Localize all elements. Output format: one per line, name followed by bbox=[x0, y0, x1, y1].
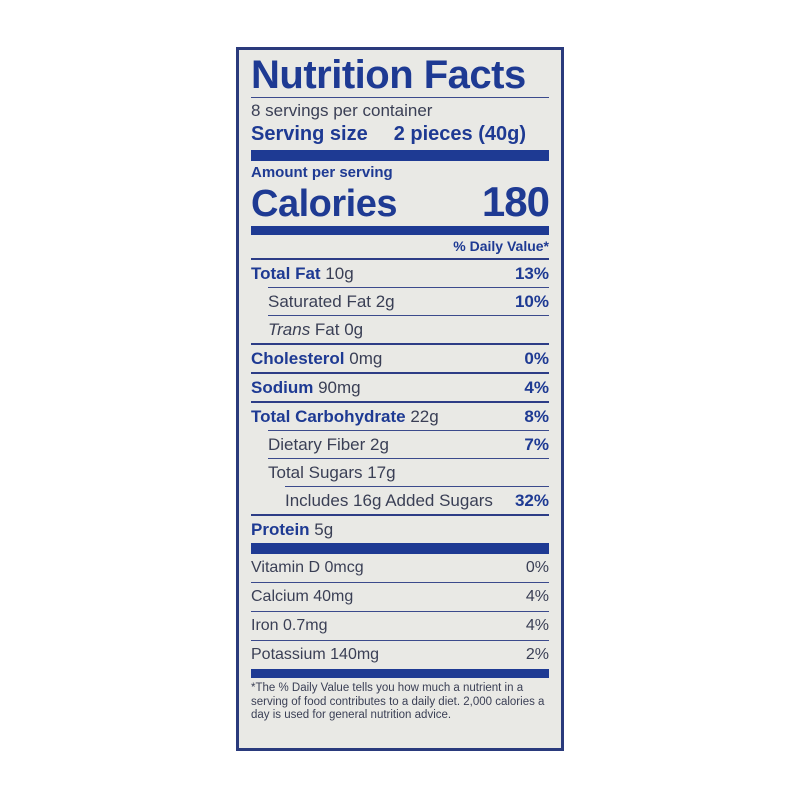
nutrient-percent-total-fat: 13% bbox=[514, 264, 549, 283]
daily-value-header: % Daily Value* bbox=[453, 238, 549, 254]
table-row: Calcium 40mg 4% bbox=[251, 583, 549, 611]
divider-row bbox=[268, 287, 549, 288]
table-row: Saturated Fat 2g 10% bbox=[251, 288, 549, 315]
table-row: Total Carbohydrate 22g 8% bbox=[251, 403, 549, 430]
nutrient-name-trans-fat: Trans Fat 0g bbox=[268, 319, 363, 340]
serving-size-amount: 2 pieces (40g) bbox=[393, 123, 527, 145]
nutrient-name-total-fat-bold: Total Fat bbox=[251, 264, 321, 283]
micronutrient-name-iron: Iron 0.7mg bbox=[251, 617, 328, 634]
nutrient-percent-dietary-fiber: 7% bbox=[524, 435, 549, 454]
nutrient-name-total-sugars: Total Sugars 17g bbox=[268, 463, 396, 482]
divider-row bbox=[251, 401, 549, 403]
page-title: Nutrition Facts bbox=[251, 53, 526, 97]
table-row: Iron 0.7mg 4% bbox=[251, 612, 549, 640]
daily-value-footnote: *The % Daily Value tells you how much a … bbox=[251, 682, 545, 721]
divider-row bbox=[251, 514, 549, 516]
nutrient-amount-total-fat: 10g bbox=[320, 264, 354, 283]
amount-per-serving-label: Amount per serving bbox=[251, 164, 393, 181]
nutrient-amount-trans-fat: Fat 0g bbox=[310, 320, 364, 339]
micronutrient-percent-iron: 4% bbox=[525, 617, 549, 634]
divider-row bbox=[251, 372, 549, 374]
divider-bar-footnote bbox=[251, 669, 549, 678]
nutrient-percent-sodium: 4% bbox=[524, 378, 549, 397]
micronutrient-percent-vitamin-d: 0% bbox=[525, 559, 549, 576]
micronutrient-name-potassium: Potassium 140mg bbox=[251, 646, 380, 663]
nutrition-facts-label: Nutrition Facts 8 servings per container… bbox=[236, 47, 564, 751]
nutrient-name-cholesterol-bold: Cholesterol bbox=[251, 349, 345, 368]
nutrient-name-total-fat: Total Fat 10g bbox=[251, 263, 354, 284]
nutrient-percent-total-carbohydrate: 8% bbox=[524, 407, 549, 426]
table-row: Potassium 140mg 2% bbox=[251, 641, 549, 669]
table-row: Total Fat 10g 13% bbox=[251, 260, 549, 287]
nutrient-name-total-carbohydrate: Total Carbohydrate 22g bbox=[251, 406, 439, 427]
table-row: Total Sugars 17g bbox=[251, 459, 549, 486]
nutrient-name-sodium: Sodium 90mg bbox=[251, 377, 361, 398]
calories-label: Calories bbox=[251, 183, 397, 225]
divider-row bbox=[251, 611, 549, 612]
nutrient-name-protein: Protein 5g bbox=[251, 519, 333, 540]
divider-bar-calories bbox=[251, 226, 549, 235]
calories-value: 180 bbox=[481, 178, 550, 225]
micronutrient-name-vitamin-d: Vitamin D 0mcg bbox=[251, 559, 364, 576]
nutrient-name-saturated-fat: Saturated Fat 2g bbox=[268, 292, 395, 311]
label-inner-content: Nutrition Facts 8 servings per container… bbox=[239, 50, 561, 748]
nutrient-amount-cholesterol: 0mg bbox=[344, 349, 383, 368]
nutrient-name-protein-bold: Protein bbox=[251, 520, 310, 539]
nutrient-name-sodium-bold: Sodium bbox=[251, 378, 314, 397]
nutrient-amount-protein: 5g bbox=[309, 520, 334, 539]
nutrient-percent-saturated-fat: 10% bbox=[514, 292, 549, 311]
divider-row bbox=[268, 315, 549, 316]
divider-bar-vitamins bbox=[251, 543, 549, 554]
divider-under-dv-header bbox=[251, 258, 549, 260]
nutrient-amount-total-carbohydrate: 22g bbox=[405, 407, 439, 426]
divider-row bbox=[268, 430, 549, 431]
nutrient-name-total-carbohydrate-bold: Total Carbohydrate bbox=[251, 407, 406, 426]
serving-size-label: Serving size bbox=[251, 123, 368, 145]
divider-bar-serving-size bbox=[251, 150, 549, 161]
table-row: Sodium 90mg 4% bbox=[251, 374, 549, 401]
divider-row bbox=[251, 640, 549, 641]
nutrient-name-trans-italic: Trans bbox=[268, 320, 311, 339]
nutrient-name-added-sugars: Includes 16g Added Sugars bbox=[285, 491, 493, 510]
divider-row bbox=[251, 582, 549, 583]
serving-size-row: Serving size 2 pieces (40g) bbox=[251, 122, 549, 150]
divider-row bbox=[251, 343, 549, 345]
table-row: Vitamin D 0mcg 0% bbox=[251, 554, 549, 582]
table-row: Cholesterol 0mg 0% bbox=[251, 345, 549, 372]
divider-row bbox=[285, 486, 549, 487]
nutrient-percent-cholesterol: 0% bbox=[524, 349, 549, 368]
micronutrient-name-calcium: Calcium 40mg bbox=[251, 588, 354, 605]
table-row: Includes 16g Added Sugars 32% bbox=[251, 487, 549, 514]
servings-per-container: 8 servings per container bbox=[251, 101, 433, 120]
table-row: Protein 5g bbox=[251, 516, 549, 543]
calories-row: Calories 180 bbox=[251, 178, 550, 226]
nutrient-name-cholesterol: Cholesterol 0mg bbox=[251, 348, 382, 369]
nutrient-amount-sodium: 90mg bbox=[313, 378, 361, 397]
table-row: Dietary Fiber 2g 7% bbox=[251, 431, 549, 458]
divider-under-title bbox=[251, 97, 549, 98]
nutrient-name-dietary-fiber: Dietary Fiber 2g bbox=[268, 435, 389, 454]
divider-row bbox=[268, 458, 549, 459]
micronutrient-percent-calcium: 4% bbox=[525, 588, 549, 605]
micronutrient-percent-potassium: 2% bbox=[525, 646, 549, 663]
table-row: Trans Fat 0g bbox=[251, 316, 549, 343]
nutrient-percent-added-sugars: 32% bbox=[514, 491, 549, 510]
